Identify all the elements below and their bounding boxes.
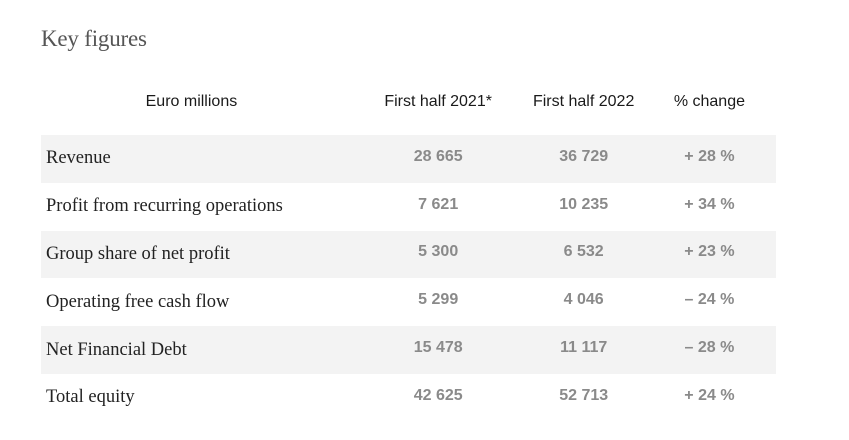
value-2021: 5 300 [418,243,459,261]
value-2021: 7 621 [418,195,459,213]
row-label: Net Financial Debt [46,339,187,360]
table-header-row: Euro millions First half 2021* First hal… [41,80,776,124]
value-2022: 10 235 [559,195,609,213]
value-change: + 28 % [684,147,735,165]
table-row: Profit from recurring operations 7 621 1… [41,183,776,231]
value-change: – 28 % [684,339,735,357]
row-label: Profit from recurring operations [46,196,283,217]
value-2021: 15 478 [413,339,463,357]
row-label: Revenue [46,148,111,169]
row-label: Group share of net profit [46,243,230,264]
value-change: + 24 % [684,386,735,404]
table-row: Operating free cash flow 5 299 4 046 – 2… [41,278,776,326]
value-change: + 23 % [684,243,735,261]
value-2021: 28 665 [413,147,463,165]
row-label: Total equity [46,387,135,408]
value-change: + 34 % [684,195,735,213]
header-first-half-2022: First half 2022 [532,93,635,110]
value-2022: 6 532 [563,243,604,261]
header-first-half-2021: First half 2021* [384,93,492,110]
header-euro-millions: Euro millions [145,93,238,110]
value-2021: 5 299 [418,291,459,309]
table-row: Net Financial Debt 15 478 11 117 – 28 % [41,326,776,374]
header-percent-change: % change [673,93,745,110]
table-row: Total equity 42 625 52 713 + 24 % [41,374,776,422]
value-2022: 52 713 [559,386,609,404]
value-2022: 11 117 [560,339,608,357]
table-row: Revenue 28 665 36 729 + 28 % [41,135,776,183]
key-figures-table: Euro millions First half 2021* First hal… [41,80,776,422]
value-2022: 36 729 [559,147,609,165]
value-2021: 42 625 [413,386,463,404]
table-row: Group share of net profit 5 300 6 532 + … [41,230,776,279]
value-2022: 4 046 [563,291,604,309]
header-spacer [41,124,776,135]
page-title: Key figures [41,26,147,51]
value-change: – 24 % [684,291,735,309]
row-label: Operating free cash flow [46,291,230,312]
